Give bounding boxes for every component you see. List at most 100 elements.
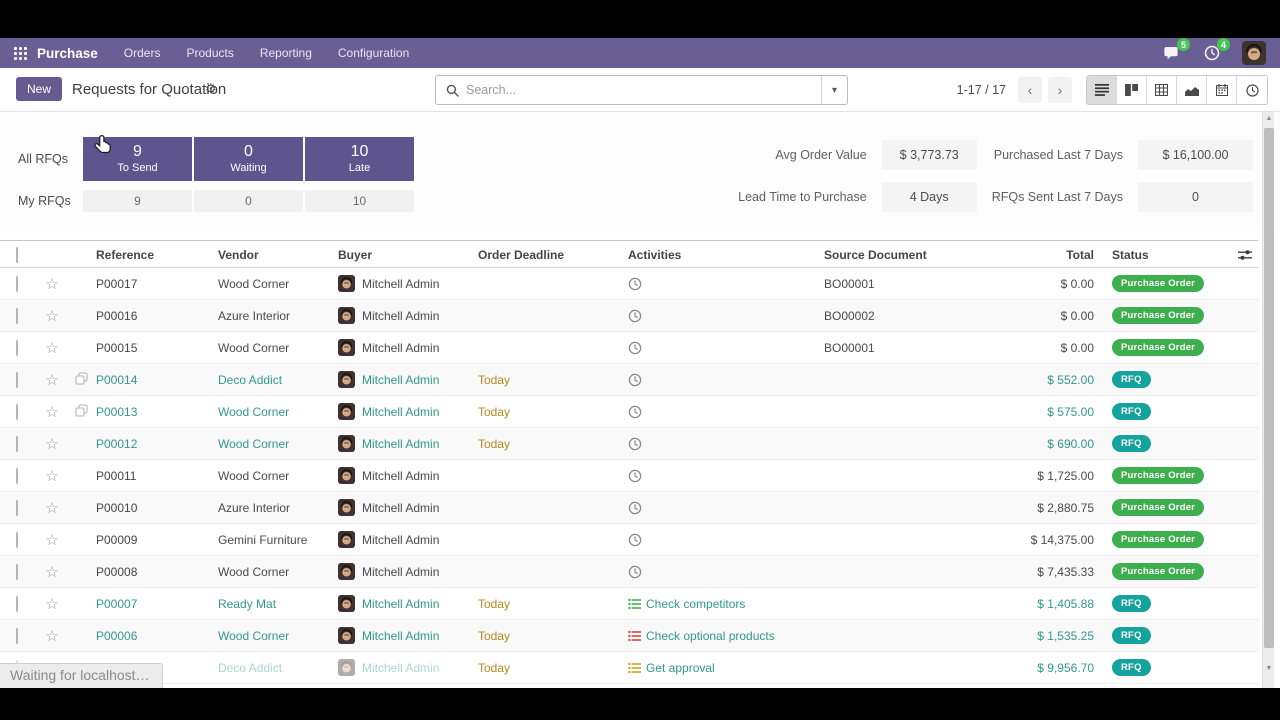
row-activities[interactable] [628,533,824,547]
calendar-view-button[interactable] [1207,76,1237,104]
row-checkbox[interactable] [16,339,18,356]
row-checkbox[interactable] [16,595,18,612]
nav-menu-item[interactable]: Configuration [337,46,410,60]
list-view-button[interactable] [1087,76,1117,104]
row-checkbox[interactable] [16,307,18,324]
favorite-star-icon[interactable]: ☆ [45,435,59,453]
row-activities[interactable] [628,565,824,579]
nav-menu-item[interactable]: Orders [123,46,161,60]
scrollbar-thumb[interactable] [1264,128,1274,648]
table-row[interactable]: ☆ P00012 Wood Corner Mitchell Admin Toda… [0,428,1258,460]
table-row[interactable]: ☆ P00016 Azure Interior Mitchell Admin [0,300,1258,332]
app-name[interactable]: Purchase [37,45,98,61]
favorite-star-icon[interactable]: ☆ [45,627,59,645]
table-row[interactable]: ☆ P00013 Wood Corner Mitchell Admin Toda… [0,396,1258,428]
column-header-total[interactable]: Total [1066,248,1094,262]
new-button[interactable]: New [16,77,63,101]
row-checkbox[interactable] [16,499,18,516]
row-activities[interactable] [628,373,824,387]
apps-grid-icon[interactable] [14,46,27,60]
row-buyer: Mitchell Admin [338,531,478,548]
column-header-vendor[interactable]: Vendor [218,248,259,262]
row-checkbox[interactable] [16,627,18,644]
favorite-star-icon[interactable]: ☆ [45,275,59,293]
row-activities[interactable] [628,341,824,355]
pivot-view-button[interactable] [1147,76,1177,104]
column-header-reference[interactable]: Reference [96,248,155,262]
row-activities[interactable]: Get approval [628,661,824,675]
row-activities[interactable] [628,277,824,291]
vertical-scrollbar[interactable]: ▲ ▼ [1262,112,1274,688]
pager-next-button[interactable]: › [1048,77,1072,103]
favorite-star-icon[interactable]: ☆ [45,595,59,613]
activities-button[interactable]: 4 [1202,38,1230,63]
schedule-activity-clock-icon [628,341,642,354]
row-checkbox[interactable] [16,531,18,548]
favorite-star-icon[interactable]: ☆ [45,563,59,581]
table-row[interactable]: ☆ P00015 Wood Corner Mitchell Admin [0,332,1258,364]
favorite-star-icon[interactable]: ☆ [45,371,59,389]
favorite-star-icon[interactable]: ☆ [45,339,59,357]
kpi-button[interactable]: 9 To Send [83,137,192,181]
favorite-star-icon[interactable]: ☆ [45,403,59,421]
row-buyer: Mitchell Admin [338,595,478,612]
stat-value[interactable]: 0 [1138,182,1253,212]
column-header-source-document[interactable]: Source Document [824,248,927,262]
nav-menu-item[interactable]: Reporting [259,46,312,60]
scroll-up-arrow-icon[interactable]: ▲ [1265,115,1273,122]
activity-view-button[interactable] [1237,76,1267,104]
kanban-view-button[interactable] [1117,76,1147,104]
row-checkbox[interactable] [16,275,18,292]
optional-columns-icon[interactable] [1232,249,1258,261]
search-dropdown-caret-icon[interactable]: ▾ [821,76,847,104]
column-header-buyer[interactable]: Buyer [338,248,373,262]
row-activities[interactable] [628,469,824,483]
actions-gear-icon[interactable]: ⚙ [205,81,217,96]
select-all-checkbox[interactable] [16,247,18,263]
stat-value[interactable]: $ 3,773.73 [881,140,977,170]
favorite-star-icon[interactable]: ☆ [45,307,59,325]
row-activities[interactable] [628,501,824,515]
favorite-star-icon[interactable]: ☆ [45,467,59,485]
column-header-status[interactable]: Status [1112,248,1149,262]
row-checkbox[interactable] [16,467,18,484]
table-row[interactable]: ☆ P00011 Wood Corner Mitchell Admin [0,460,1258,492]
nav-menu-item[interactable]: Products [186,46,234,60]
user-avatar[interactable] [1242,41,1266,65]
my-kpi-count[interactable]: 9 [83,190,192,212]
scroll-down-arrow-icon[interactable]: ▼ [1265,665,1273,672]
pager-previous-button[interactable]: ‹ [1018,77,1042,103]
messages-button[interactable]: 5 [1162,38,1190,63]
table-row[interactable]: ☆ P00006 Wood Corner Mitchell Admin Toda… [0,620,1258,652]
stat-value[interactable]: $ 16,100.00 [1138,140,1253,170]
table-row[interactable]: ☆ P00005 Deco Addict Mitchell Admin Toda… [0,652,1258,684]
stat-value[interactable]: 4 Days [881,182,977,212]
favorite-star-icon[interactable]: ☆ [45,531,59,549]
row-checkbox[interactable] [16,403,18,420]
row-activities[interactable] [628,437,824,451]
column-header-order-deadline[interactable]: Order Deadline [478,248,565,262]
kpi-button[interactable]: 10 Late [305,137,414,181]
row-checkbox[interactable] [16,563,18,580]
favorite-star-icon[interactable]: ☆ [45,499,59,517]
row-activities[interactable] [628,309,824,323]
my-rfqs-filter[interactable]: My RFQs [18,194,71,208]
table-row[interactable]: ☆ P00017 Wood Corner Mitchell Admin [0,268,1258,300]
all-rfqs-filter[interactable]: All RFQs [18,152,68,166]
row-checkbox[interactable] [16,435,18,452]
row-activities[interactable]: Check optional products [628,629,824,643]
row-activities[interactable]: Check competitors [628,597,824,611]
table-row[interactable]: ☆ P00010 Azure Interior Mitchell Admin [0,492,1258,524]
table-row[interactable]: ☆ P00007 Ready Mat Mitchell Admin Today [0,588,1258,620]
my-kpi-count[interactable]: 10 [305,190,414,212]
column-header-activities[interactable]: Activities [628,248,682,262]
table-row[interactable]: ☆ P00008 Wood Corner Mitchell Admin [0,556,1258,588]
kpi-button[interactable]: 0 Waiting [194,137,303,181]
row-checkbox[interactable] [16,371,18,388]
row-activities[interactable] [628,405,824,419]
search-input[interactable] [466,83,821,97]
graph-view-button[interactable] [1177,76,1207,104]
table-row[interactable]: ☆ P00014 Deco Addict Mitchell Admin Toda… [0,364,1258,396]
table-row[interactable]: ☆ P00009 Gemini Furniture Mitchell Admin [0,524,1258,556]
my-kpi-count[interactable]: 0 [194,190,303,212]
